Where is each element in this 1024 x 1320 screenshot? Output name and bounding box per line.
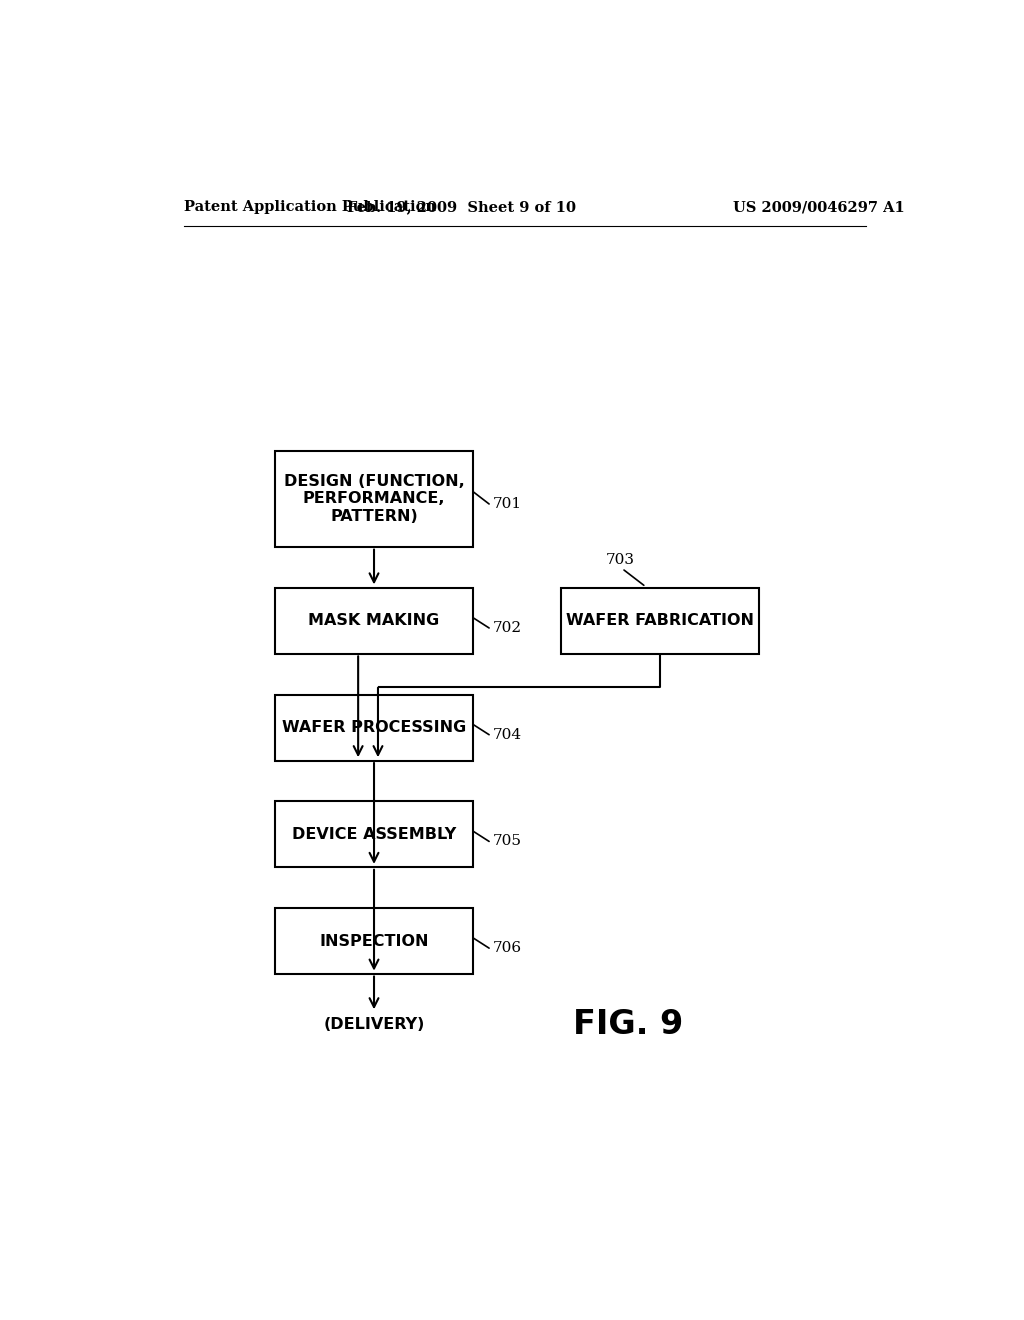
Bar [274, 587, 473, 653]
Text: 702: 702 [494, 620, 522, 635]
Bar [560, 587, 759, 653]
Bar [274, 801, 473, 867]
Text: 706: 706 [494, 941, 522, 956]
Text: Feb. 19, 2009  Sheet 9 of 10: Feb. 19, 2009 Sheet 9 of 10 [347, 201, 575, 214]
Text: US 2009/0046297 A1: US 2009/0046297 A1 [732, 201, 904, 214]
Text: 705: 705 [494, 834, 522, 849]
Text: Patent Application Publication: Patent Application Publication [183, 201, 435, 214]
Bar [274, 908, 473, 974]
Text: 704: 704 [494, 727, 522, 742]
Text: INSPECTION: INSPECTION [319, 933, 429, 949]
Text: WAFER PROCESSING: WAFER PROCESSING [282, 721, 466, 735]
Text: FIG. 9: FIG. 9 [572, 1008, 683, 1041]
Text: DEVICE ASSEMBLY: DEVICE ASSEMBLY [292, 826, 456, 842]
Text: 701: 701 [494, 496, 522, 511]
Bar [274, 450, 473, 548]
Text: DESIGN (FUNCTION,
PERFORMANCE,
PATTERN): DESIGN (FUNCTION, PERFORMANCE, PATTERN) [284, 474, 465, 524]
Text: (DELIVERY): (DELIVERY) [324, 1016, 425, 1032]
Bar [274, 694, 473, 760]
Text: MASK MAKING: MASK MAKING [308, 614, 439, 628]
Text: WAFER FABRICATION: WAFER FABRICATION [565, 614, 754, 628]
Text: 703: 703 [605, 553, 635, 568]
